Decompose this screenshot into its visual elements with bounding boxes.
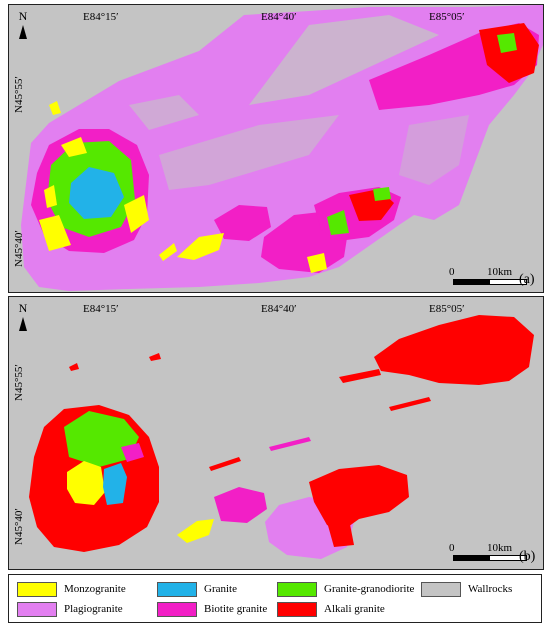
wallrock-patch	[159, 115, 339, 190]
legend-label: Granite	[204, 583, 237, 595]
classification-map-a	[21, 5, 543, 291]
legend-swatch	[277, 601, 317, 617]
scale-bar-graphic	[453, 555, 527, 561]
panel-label: (a)	[519, 272, 535, 287]
west-intrusion-granite	[103, 463, 127, 505]
legend-swatch	[17, 601, 57, 617]
map-panel-b: N E84°15′ E84°40′ E85°05′ N45°55′ N45°40…	[8, 296, 544, 570]
granodiorite-east-2	[373, 187, 391, 201]
lat-label: N45°55′	[13, 364, 25, 401]
west-intrusion-granite	[69, 167, 124, 219]
legend-swatch	[277, 581, 317, 597]
legend-swatch	[157, 601, 197, 617]
wallrock-patch	[249, 15, 439, 105]
legend-item-wallrocks: Wallrocks	[421, 581, 512, 597]
alkali-streak	[149, 353, 161, 361]
north-arrow: N	[15, 301, 31, 331]
legend-item-granite-granodiorite: Granite-granodiorite	[277, 581, 414, 597]
scale-bar-graphic	[453, 279, 527, 285]
west-intrusion-granodiorite	[64, 411, 139, 467]
monzogranite-central	[307, 253, 327, 273]
monzogranite-patch	[44, 185, 57, 208]
scale-start: 0	[449, 266, 455, 278]
legend-label: Plagiogranite	[64, 603, 123, 615]
biotite-granite-south	[214, 205, 271, 241]
monzogranite-streak	[159, 243, 177, 261]
panel-label: (b)	[519, 549, 536, 564]
alkali-streak	[69, 363, 79, 371]
wallrock-patch	[399, 115, 469, 185]
monzogranite-south	[177, 519, 214, 543]
legend-label: Wallrocks	[468, 583, 513, 595]
map-legend: Monzogranite Granite Granite-granodiorit…	[8, 574, 542, 623]
lat-label: N45°40′	[13, 508, 25, 545]
wallrock-patch	[129, 95, 199, 130]
monzogranite-patch	[39, 215, 71, 251]
lon-label: E84°15′	[83, 11, 119, 23]
monzogranite-streak	[49, 101, 61, 115]
alkali-streak	[209, 457, 241, 471]
monzogranite-south	[177, 233, 224, 260]
lon-label: E84°40′	[261, 11, 297, 23]
monzogranite-patch	[61, 137, 87, 157]
scale-start: 0	[449, 542, 455, 554]
legend-item-plagiogranite: Plagiogranite	[17, 601, 123, 617]
alkali-granite-east	[309, 465, 409, 532]
alkali-granite-east-2	[327, 519, 354, 547]
monzogranite-patch	[124, 195, 149, 233]
lon-label: E85°05′	[429, 303, 465, 315]
north-label: N	[18, 9, 28, 23]
lon-label: E84°40′	[261, 303, 297, 315]
legend-swatch	[17, 581, 57, 597]
legend-swatch	[421, 581, 461, 597]
legend-label: Monzogranite	[64, 583, 126, 595]
legend-swatch	[157, 581, 197, 597]
north-arrow-icon	[19, 317, 27, 331]
legend-item-alkali-granite: Alkali granite	[277, 601, 385, 617]
granodiorite-spot	[497, 33, 517, 53]
biotite-streak	[269, 437, 311, 451]
classification-map-b	[29, 315, 534, 559]
scale-end: 10km	[487, 542, 513, 554]
alkali-streak	[339, 369, 381, 383]
lon-label: E84°15′	[83, 303, 119, 315]
alkali-granite-ne	[374, 315, 534, 385]
alkali-granite-ne	[479, 23, 539, 83]
north-arrow: N	[15, 9, 31, 39]
west-intrusion-biotite	[121, 443, 144, 462]
scale-bar: 0 10km	[449, 542, 529, 569]
map-panel-a: N E84°15′ E84°40′ E85°05′ N45°55′ N45°40…	[8, 4, 544, 293]
lat-label: N45°55′	[13, 76, 25, 113]
legend-item-biotite-granite: Biotite granite	[157, 601, 267, 617]
scale-bar: 0 10km	[449, 266, 529, 292]
biotite-granite-south	[214, 487, 267, 523]
legend-item-monzogranite: Monzogranite	[17, 581, 126, 597]
north-arrow-icon	[19, 25, 27, 39]
granodiorite-east	[327, 210, 349, 235]
lon-label: E85°05′	[429, 11, 465, 23]
legend-label: Granite-granodiorite	[324, 583, 415, 595]
alkali-streak	[389, 397, 431, 411]
legend-item-granite: Granite	[157, 581, 237, 597]
scale-end: 10km	[487, 266, 513, 278]
lat-label: N45°40′	[13, 230, 25, 267]
west-intrusion-monzogranite	[67, 461, 105, 505]
legend-label: Alkali granite	[324, 603, 385, 615]
north-label: N	[18, 301, 28, 315]
legend-label: Biotite granite	[204, 603, 268, 615]
